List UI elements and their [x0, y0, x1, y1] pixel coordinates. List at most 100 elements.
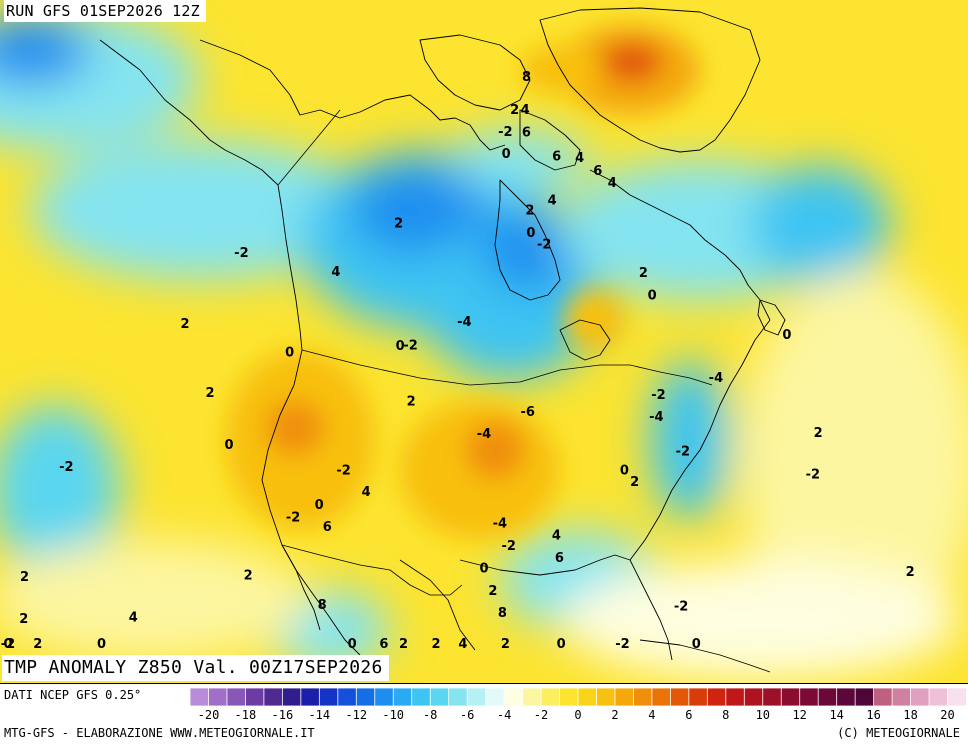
contour-label: 4 — [575, 151, 584, 166]
legend-tick-label: -4 — [496, 708, 512, 722]
legend-swatch — [891, 688, 912, 706]
legend-swatch — [355, 688, 376, 706]
contour-label: 4 — [362, 485, 371, 500]
contour-label: 0 — [97, 637, 106, 652]
legend-swatch — [854, 688, 875, 706]
legend-swatch — [577, 688, 598, 706]
contour-label: -4 — [649, 410, 663, 425]
legend-swatch — [318, 688, 339, 706]
contour-label: -2 — [501, 539, 515, 554]
coastline-pacific-nw — [277, 184, 303, 351]
contour-label: 0 — [502, 147, 511, 162]
legend-swatch — [226, 688, 247, 706]
contour-label: 2 — [33, 637, 42, 652]
contour-label: 8 — [522, 70, 531, 85]
legend-swatch — [263, 688, 284, 706]
hot-zone-plains — [465, 420, 525, 480]
legend-tick-label: 8 — [722, 708, 730, 722]
legend-tick-label: -2 — [533, 708, 549, 722]
contour-label: 2 — [20, 570, 29, 585]
legend-tick-label: -14 — [308, 708, 331, 722]
contour-label: 0 — [557, 637, 566, 652]
contour-label: 0 — [396, 339, 405, 354]
legend-swatch — [190, 688, 210, 706]
coastline-mexico-gulf — [399, 559, 476, 651]
contour-label: -2 — [674, 600, 688, 615]
coastline-canada-east — [589, 169, 771, 321]
coastline-alaska-south — [99, 39, 279, 186]
political-borders — [277, 109, 713, 596]
coastline-us-west — [261, 349, 361, 656]
cold-zone-hudson — [480, 210, 580, 290]
contour-label: 2 — [19, 612, 28, 627]
color-legend-bar — [190, 688, 966, 706]
legend-swatch — [651, 688, 672, 706]
coastline-greenland — [539, 7, 761, 153]
contour-label: -2 — [286, 511, 300, 526]
contour-label: 8 — [318, 598, 327, 613]
legend-tick-label: 6 — [685, 708, 693, 722]
hot-zone-greenland — [602, 42, 662, 82]
border-us-mexico — [281, 544, 463, 596]
contour-label: 2 — [906, 565, 915, 580]
contour-label: 0 — [348, 637, 357, 652]
contour-label: 4 — [548, 193, 557, 208]
contour-label: 2 — [630, 475, 639, 490]
contour-label: 0 — [526, 226, 535, 241]
credit-left: MTG-GFS - ELABORAZIONE WWW.METEOGIORNALE… — [4, 726, 315, 740]
legend-tick-label: -20 — [197, 708, 220, 722]
contour-label: 2 — [431, 637, 440, 652]
contour-label: 2 — [501, 637, 510, 652]
coastline-baffin — [519, 109, 581, 171]
legend-tick-label: 10 — [755, 708, 771, 722]
legend-tick-label: 16 — [866, 708, 881, 722]
legend-swatch — [669, 688, 690, 706]
contour-label: 2 — [488, 584, 497, 599]
legend-swatch — [281, 688, 302, 706]
contour-label: -2 — [806, 468, 820, 483]
coastline-us-east — [629, 319, 771, 561]
contour-label: -6 — [520, 405, 534, 420]
contour-label: 2 — [399, 637, 408, 652]
legend-swatch — [337, 688, 358, 706]
legend-swatch — [522, 688, 542, 706]
contour-label: 6 — [323, 520, 332, 535]
coastline-gulf-coast — [459, 554, 631, 576]
contour-label: 4 — [129, 610, 138, 625]
coastline-arctic-islands — [419, 34, 531, 111]
neutral-zone-caribbean — [560, 560, 960, 680]
legend-tick-label: -18 — [234, 708, 257, 722]
warm-anomaly-field — [225, 25, 700, 540]
contour-label: -2 — [336, 464, 350, 479]
hot-zone-west-us — [265, 400, 325, 456]
contour-label: -2 — [676, 445, 690, 460]
legend-tick-label: -12 — [345, 708, 368, 722]
legend-swatch — [300, 688, 321, 706]
legend-tick-label: 2 — [611, 708, 619, 722]
legend-swatch — [688, 688, 709, 706]
legend-swatch — [485, 688, 505, 706]
legend-tick-label: -16 — [271, 708, 294, 722]
contour-label: -2 — [1, 637, 15, 652]
contour-label: 0 — [620, 464, 629, 479]
cool-zone-gulf-alaska — [30, 140, 370, 280]
legend-tick-label: 14 — [829, 708, 844, 722]
contour-label: -2 — [537, 238, 551, 253]
legend-swatch — [743, 688, 764, 706]
contour-label: 4 — [552, 529, 561, 544]
cold-zone-atlantic-north — [750, 165, 890, 285]
contour-label: 6 — [379, 637, 388, 652]
contour-label: 2 — [814, 426, 823, 441]
legend-swatch — [725, 688, 746, 706]
contour-label: 8 — [498, 606, 507, 621]
contour-label: 6 — [555, 551, 564, 566]
legend-swatch — [928, 688, 949, 706]
legend-tick-labels: -20 -18 -16 -14 -12 -10 -8 -6 -4 -2 0 2 4 6 8 10 12 14 16 1… — [190, 708, 966, 724]
run-title: RUN GFS 01SEP2026 12Z — [4, 0, 206, 22]
neutral-zone-atlantic — [740, 270, 968, 650]
legend-tick-label: 4 — [648, 708, 656, 722]
cool-zone-hawaii-east — [0, 405, 120, 575]
legend-tick-label: 0 — [574, 708, 582, 722]
